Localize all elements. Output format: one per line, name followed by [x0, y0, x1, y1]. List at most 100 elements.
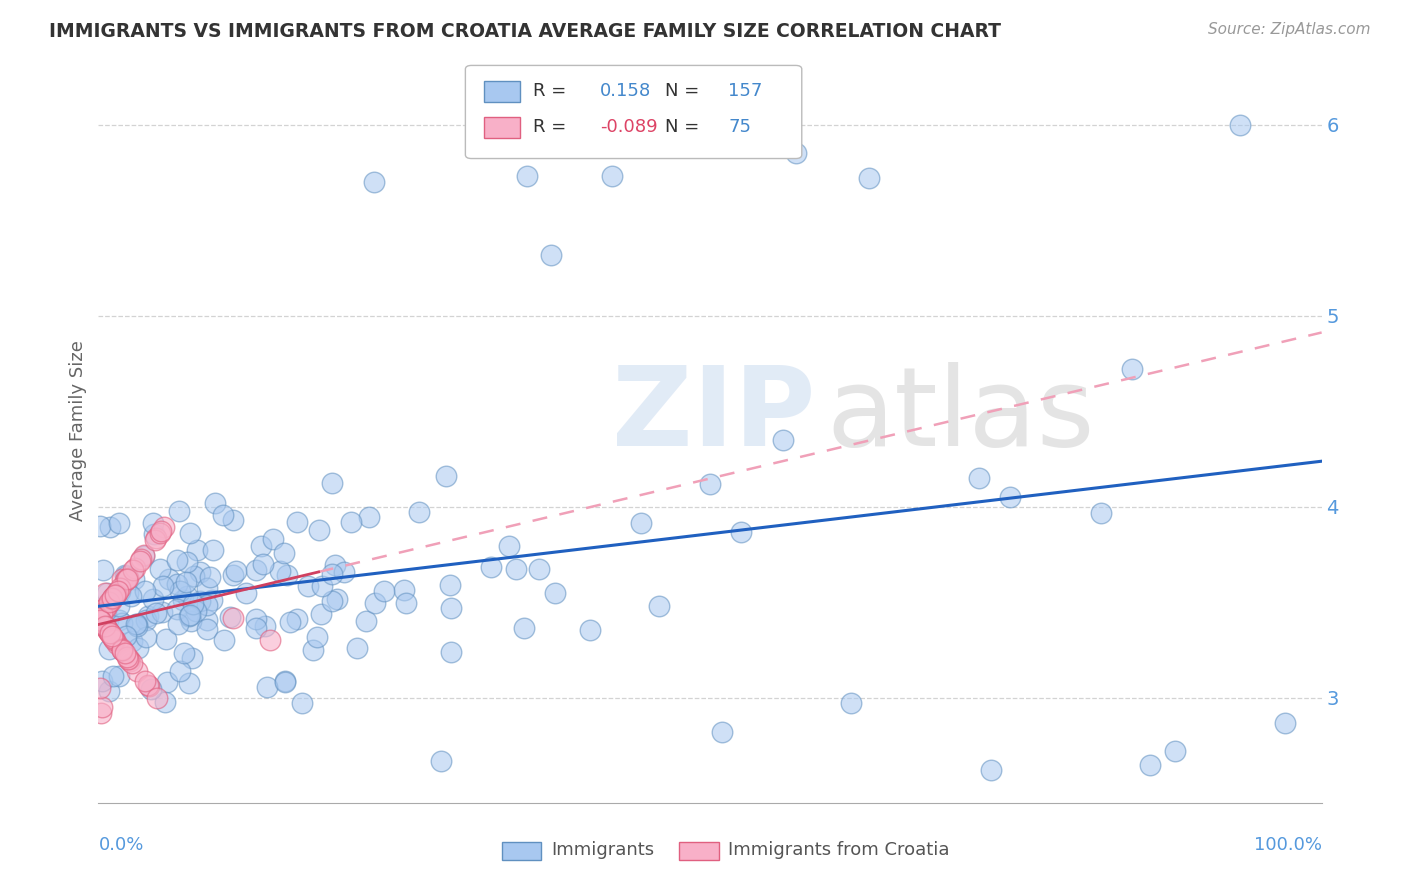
- Point: [134, 584, 156, 599]
- Point: [285, 612, 308, 626]
- Point: [321, 593, 343, 607]
- Point: [136, 609, 159, 624]
- Point: [167, 617, 190, 632]
- Point: [97, 624, 120, 639]
- Point: [104, 587, 127, 601]
- Point: [142, 516, 165, 530]
- Point: [222, 610, 245, 624]
- Point: [93, 564, 115, 578]
- Point: [363, 175, 385, 189]
- Point: [98, 626, 121, 640]
- Point: [101, 629, 124, 643]
- Point: [169, 584, 191, 599]
- Point: [273, 546, 295, 560]
- Point: [156, 675, 179, 690]
- Point: [145, 606, 167, 620]
- Point: [505, 562, 527, 576]
- Point: [96, 605, 118, 619]
- Point: [124, 560, 146, 574]
- FancyBboxPatch shape: [484, 117, 520, 137]
- Point: [858, 171, 880, 186]
- Point: [1229, 118, 1251, 132]
- FancyBboxPatch shape: [465, 65, 801, 159]
- Point: [89, 615, 111, 630]
- Point: [94, 600, 117, 615]
- Text: Immigrants from Croatia: Immigrants from Croatia: [728, 841, 950, 860]
- Point: [125, 664, 148, 678]
- Point: [998, 490, 1021, 504]
- Text: Source: ZipAtlas.com: Source: ZipAtlas.com: [1208, 22, 1371, 37]
- Point: [107, 599, 129, 613]
- Point: [111, 643, 134, 657]
- Point: [98, 626, 121, 640]
- Point: [114, 568, 136, 582]
- Point: [115, 572, 138, 586]
- Point: [395, 596, 418, 610]
- Point: [166, 602, 188, 616]
- Point: [177, 676, 200, 690]
- Point: [111, 615, 134, 630]
- Point: [122, 563, 145, 577]
- Text: -0.089: -0.089: [600, 119, 658, 136]
- Point: [311, 579, 333, 593]
- Point: [142, 592, 165, 607]
- Point: [149, 561, 172, 575]
- Point: [103, 589, 125, 603]
- Point: [513, 621, 536, 635]
- Point: [245, 563, 267, 577]
- Point: [190, 594, 212, 608]
- Point: [157, 572, 180, 586]
- Point: [201, 593, 224, 607]
- Point: [188, 565, 211, 579]
- Text: N =: N =: [665, 82, 699, 101]
- Point: [254, 619, 277, 633]
- Point: [307, 630, 329, 644]
- Point: [408, 505, 430, 519]
- Point: [201, 542, 224, 557]
- Point: [630, 516, 652, 531]
- Point: [122, 572, 145, 586]
- Point: [152, 579, 174, 593]
- Point: [142, 527, 165, 541]
- Point: [354, 614, 377, 628]
- Point: [1121, 362, 1143, 376]
- Point: [97, 641, 120, 656]
- FancyBboxPatch shape: [679, 841, 718, 860]
- Point: [212, 632, 235, 647]
- Point: [699, 476, 721, 491]
- Point: [197, 598, 219, 612]
- Point: [91, 605, 114, 619]
- Point: [90, 614, 112, 628]
- Text: 0.158: 0.158: [600, 82, 651, 101]
- Point: [97, 624, 120, 638]
- Point: [124, 617, 146, 632]
- Point: [111, 642, 134, 657]
- Point: [97, 597, 120, 611]
- Point: [1139, 757, 1161, 772]
- Point: [134, 674, 156, 689]
- Point: [785, 146, 807, 161]
- Point: [110, 642, 132, 657]
- Point: [120, 655, 142, 669]
- Point: [262, 532, 284, 546]
- Point: [94, 601, 117, 615]
- Point: [364, 596, 387, 610]
- Point: [98, 626, 121, 640]
- Point: [114, 568, 136, 582]
- Point: [308, 524, 330, 538]
- Point: [103, 632, 125, 646]
- Point: [117, 570, 139, 584]
- Point: [839, 697, 862, 711]
- Point: [302, 643, 325, 657]
- Point: [96, 586, 118, 600]
- Point: [222, 568, 245, 582]
- Point: [430, 754, 453, 768]
- Point: [104, 588, 127, 602]
- Point: [145, 531, 167, 545]
- Point: [179, 608, 201, 623]
- Point: [143, 533, 166, 547]
- Point: [235, 585, 257, 599]
- Point: [600, 169, 623, 184]
- Point: [173, 647, 195, 661]
- Point: [89, 612, 111, 626]
